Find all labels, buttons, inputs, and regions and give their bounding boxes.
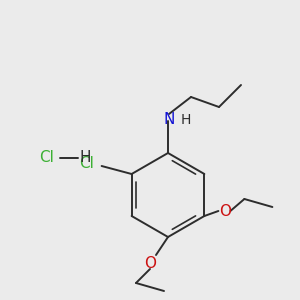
Text: H: H [181, 113, 191, 127]
Text: N: N [163, 112, 175, 127]
Text: O: O [144, 256, 156, 271]
Text: Cl: Cl [40, 151, 54, 166]
Text: O: O [219, 203, 231, 218]
Text: H: H [79, 151, 91, 166]
Text: Cl: Cl [79, 157, 94, 172]
